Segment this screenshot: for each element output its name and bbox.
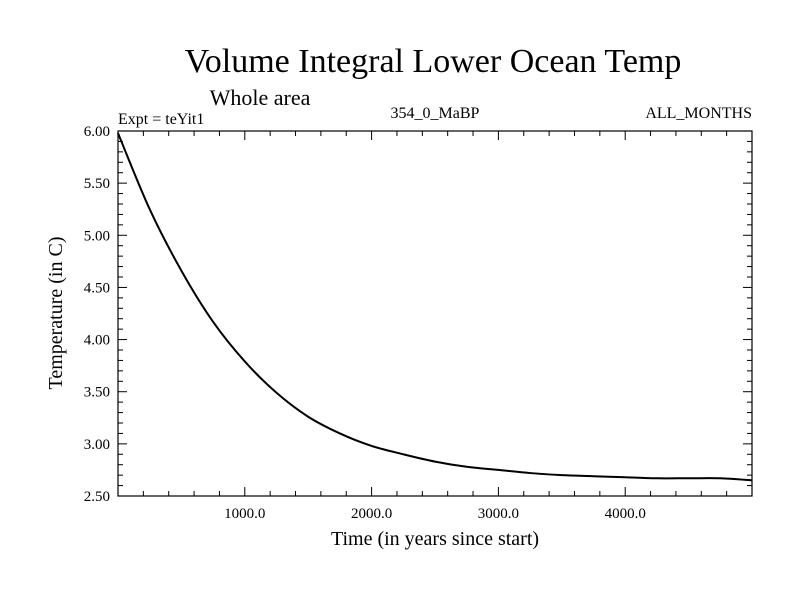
y-tick-label: 4.50	[84, 280, 110, 296]
y-tick-label: 5.00	[84, 228, 110, 244]
y-tick-label: 4.00	[84, 333, 110, 349]
x-tick-label: 3000.0	[478, 506, 519, 522]
axis-ticks	[117, 130, 753, 497]
axis-tick-labels: 2.50 3.00 3.50 4.00 4.50 5.00 5.50 6.00 1000.0 20…	[84, 124, 646, 522]
period-label: 354_0_MaBP	[391, 105, 480, 122]
plot-area: 2.50 3.00 3.50 4.00 4.50 5.00 5.50 6.00 1000.0 20…	[84, 124, 753, 522]
y-tick-label: 3.50	[84, 385, 110, 401]
x-tick-label: 1000.0	[224, 506, 265, 522]
x-tick-label: 4000.0	[605, 506, 646, 522]
y-axis-label: Temperature (in C)	[45, 237, 67, 390]
series-line-temperature	[117, 132, 753, 482]
y-tick-label: 2.50	[84, 489, 110, 505]
y-tick-label: 3.00	[84, 437, 110, 453]
y-tick-label: 6.00	[84, 124, 110, 140]
chart-subtitle: Whole area	[210, 85, 311, 110]
expt-label: Expt = teYit1	[118, 111, 204, 128]
plot-frame	[117, 130, 753, 497]
chart-title: Volume Integral Lower Ocean Temp	[185, 43, 682, 80]
x-tick-label: 2000.0	[351, 506, 392, 522]
months-label: ALL_MONTHS	[645, 105, 752, 122]
x-axis-label: Time (in years since start)	[331, 528, 539, 550]
y-tick-label: 5.50	[84, 176, 110, 192]
